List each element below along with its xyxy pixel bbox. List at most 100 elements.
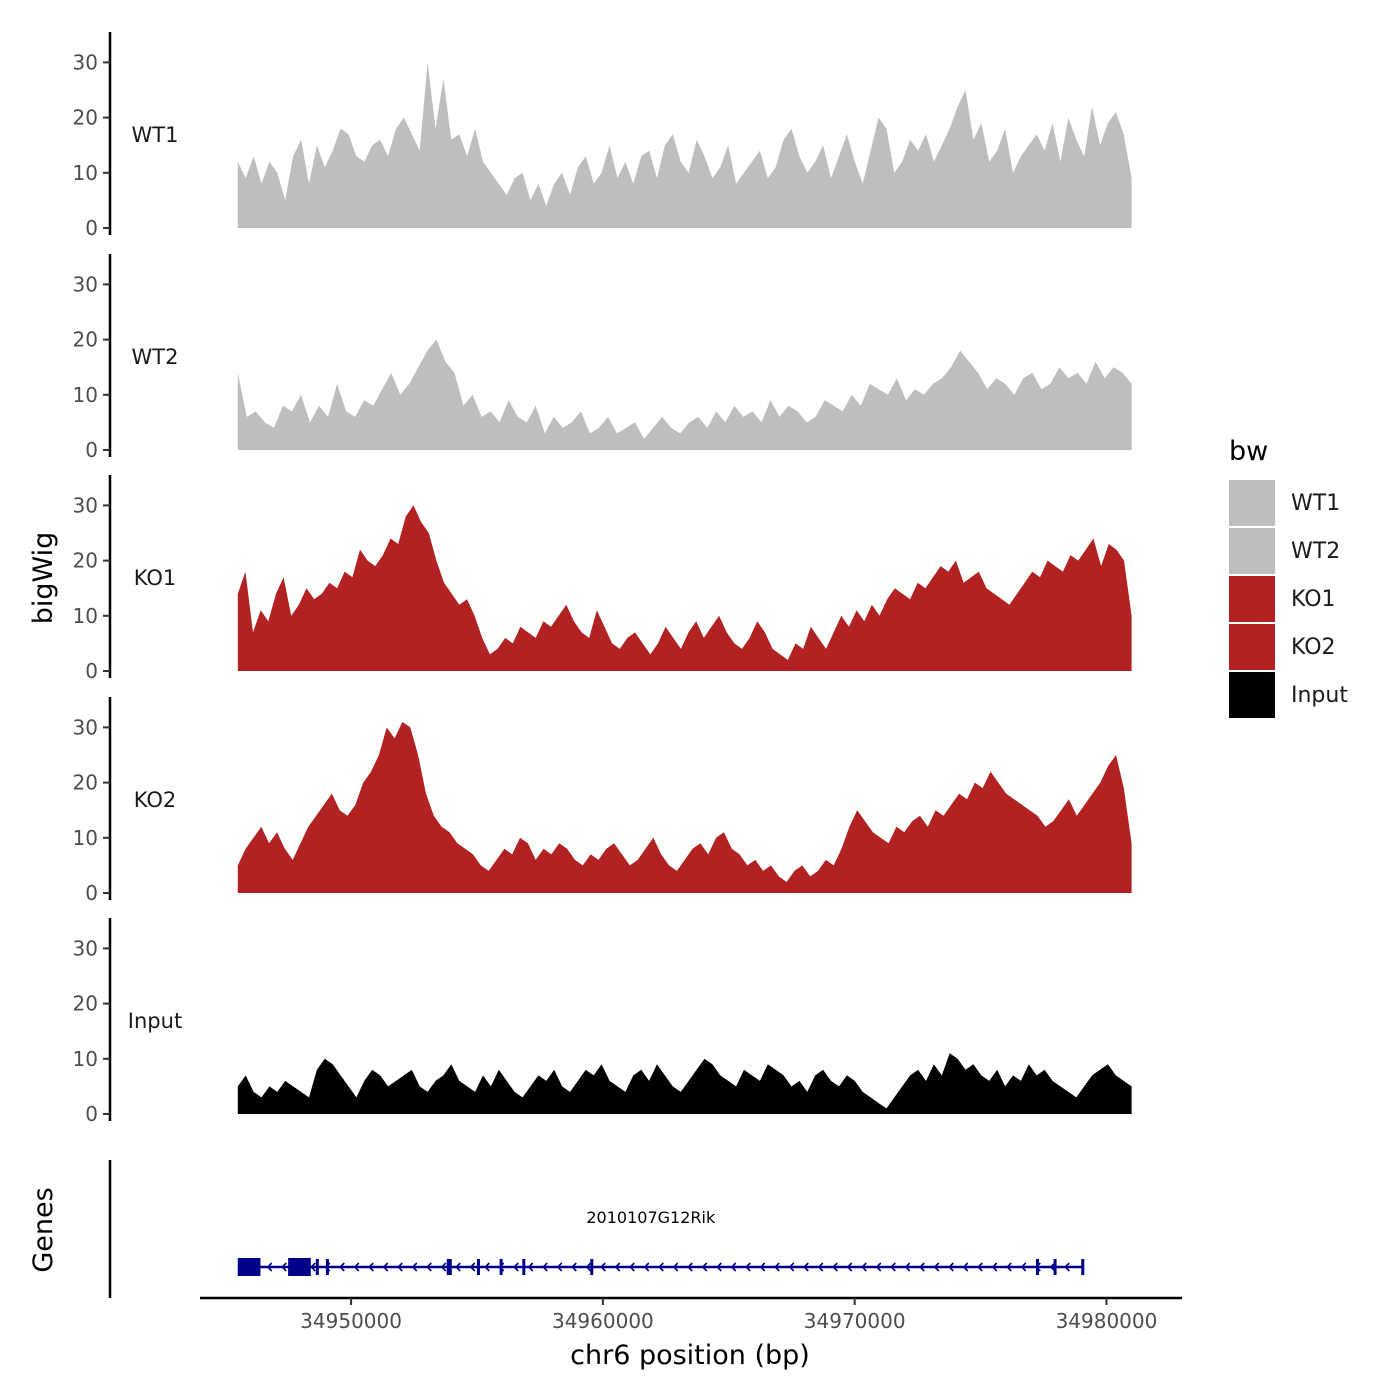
track-ko2: 0 10 20 30 KO2 (73, 697, 1132, 905)
strand-arrow (585, 1262, 592, 1272)
gene-exon (237, 1258, 261, 1276)
x-tick-label: 34970000 (804, 1309, 906, 1333)
gene-exon (522, 1259, 526, 1275)
x-tick-label: 34980000 (1056, 1309, 1158, 1333)
y-tick-label: 10 (73, 604, 98, 628)
legend: bw WT1 WT2 KO1 KO2 Input (1229, 436, 1348, 718)
strand-arrow (701, 1262, 708, 1272)
strand-arrow (716, 1262, 722, 1272)
gene-exon (1035, 1259, 1039, 1275)
x-axis-title: chr6 position (bp) (570, 1340, 810, 1371)
strand-arrow (426, 1262, 432, 1272)
strand-arrow (919, 1262, 925, 1272)
y-tick-label: 30 (73, 50, 98, 74)
strand-arrow (266, 1262, 273, 1272)
strand-arrow (281, 1262, 287, 1272)
strand-arrow (353, 1262, 360, 1272)
strand-arrow (339, 1262, 345, 1272)
strand-arrow (803, 1262, 809, 1272)
strand-arrow (455, 1262, 461, 1272)
legend-label-wt2: WT2 (1291, 539, 1340, 564)
track-label-input: Input (128, 1009, 182, 1033)
strand-arrow (817, 1262, 824, 1272)
strand-arrow (513, 1262, 519, 1272)
strand-arrow (1064, 1262, 1070, 1272)
gene-model: 2010107G12Rik (237, 1208, 1085, 1276)
strand-arrow (527, 1262, 534, 1272)
legend-label-wt1: WT1 (1291, 491, 1340, 516)
strand-arrow (948, 1262, 954, 1272)
gene-exon (499, 1259, 503, 1275)
strand-arrow (643, 1262, 650, 1272)
strand-arrow (440, 1262, 447, 1272)
y-tick-label: 20 (73, 771, 98, 795)
track-input: 0 10 20 30 Input (73, 918, 1132, 1126)
y-tick-label: 30 (73, 936, 98, 960)
y-tick-label: 30 (73, 493, 98, 517)
strand-arrow (904, 1262, 911, 1272)
strand-arrow (484, 1262, 490, 1272)
y-tick-label: 10 (73, 383, 98, 407)
gene-exon (1053, 1259, 1057, 1275)
y-tick-label: 0 (85, 881, 98, 905)
track-label-ko1: KO1 (134, 566, 177, 590)
signal-area-input (237, 1053, 1132, 1114)
strand-arrow (542, 1262, 548, 1272)
x-tick-label: 34960000 (552, 1309, 654, 1333)
strand-arrow (382, 1262, 389, 1272)
track-panels: 0 10 20 30 WT1 0 10 20 30 WT2 0 10 20 30 KO1 0 10 20 30 KO2… (73, 32, 1132, 1126)
y-tick-label: 20 (73, 328, 98, 352)
gene-exon (476, 1259, 480, 1275)
track-ko1: 0 10 20 30 KO1 (73, 475, 1132, 683)
genes-panel: 2010107G12Rik (108, 1160, 1085, 1298)
y-axis-title: bigWig (28, 532, 59, 625)
track-label-wt1: WT1 (132, 123, 179, 147)
genes-axis-title: Genes (28, 1187, 59, 1272)
track-label-wt2: WT2 (132, 345, 179, 369)
y-tick-label: 0 (85, 659, 98, 683)
strand-arrow (629, 1262, 635, 1272)
strand-arrow (310, 1262, 316, 1272)
y-tick-label: 20 (73, 992, 98, 1016)
strand-arrow (774, 1262, 780, 1272)
strand-arrow (687, 1262, 693, 1272)
signal-area-wt1 (237, 62, 1132, 229)
legend-key-ko1 (1229, 576, 1275, 622)
strand-arrow (788, 1262, 795, 1272)
signal-area-wt2 (237, 339, 1132, 450)
x-tick-label: 34950000 (300, 1309, 402, 1333)
gene-exon (1081, 1259, 1085, 1275)
strand-arrow (759, 1262, 766, 1272)
signal-area-ko1 (237, 505, 1132, 671)
strand-arrow (368, 1262, 374, 1272)
y-tick-label: 10 (73, 826, 98, 850)
y-tick-label: 30 (73, 715, 98, 739)
legend-label-ko1: KO1 (1291, 587, 1336, 612)
gene-exon (315, 1259, 319, 1275)
legend-title: bw (1229, 436, 1268, 467)
gene-name-label: 2010107G12Rik (586, 1208, 716, 1227)
strand-arrow (469, 1262, 476, 1272)
strand-arrow (890, 1262, 896, 1272)
gene-exon (590, 1259, 594, 1275)
track-label-ko2: KO2 (134, 788, 177, 812)
y-tick-label: 0 (85, 216, 98, 240)
strand-arrow (962, 1262, 969, 1272)
track-wt2: 0 10 20 30 WT2 (73, 254, 1132, 462)
strand-arrow (614, 1262, 621, 1272)
strand-arrow (600, 1262, 606, 1272)
legend-key-wt1 (1229, 480, 1275, 526)
strand-arrow (556, 1262, 563, 1272)
strand-arrow (875, 1262, 882, 1272)
y-tick-label: 0 (85, 438, 98, 462)
legend-label-ko2: KO2 (1291, 635, 1336, 660)
strand-arrow (846, 1262, 853, 1272)
legend-key-wt2 (1229, 528, 1275, 574)
signal-area-ko2 (237, 721, 1132, 893)
track-wt1: 0 10 20 30 WT1 (73, 32, 1132, 240)
y-tick-label: 10 (73, 161, 98, 185)
y-tick-label: 0 (85, 1102, 98, 1126)
strand-arrow (1006, 1262, 1012, 1272)
strand-arrow (977, 1262, 983, 1272)
